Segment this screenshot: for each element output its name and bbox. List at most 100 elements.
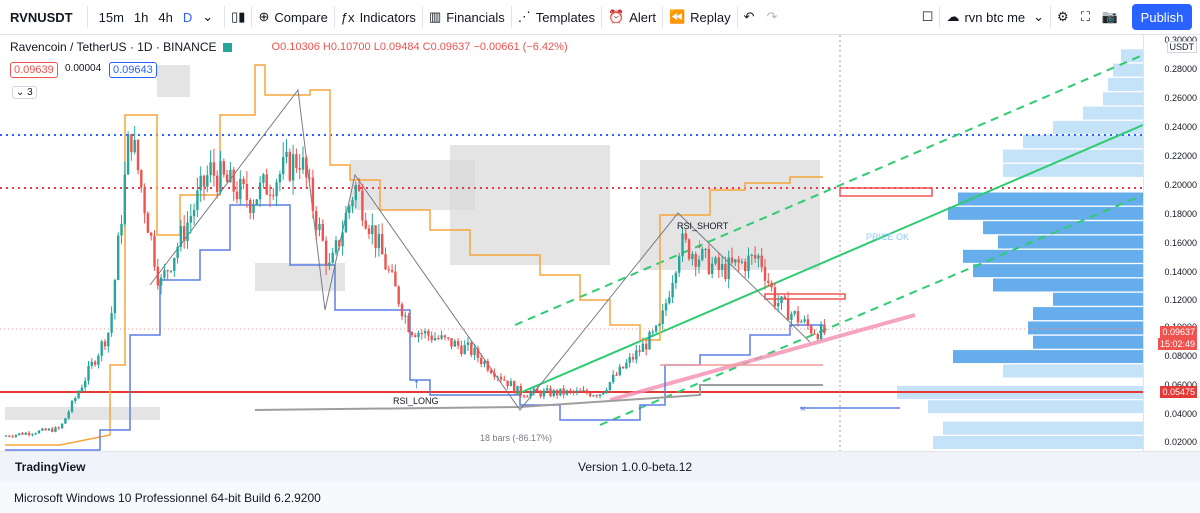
fullscreen-button[interactable]: ⛶ [1075,0,1096,34]
bid-price-box[interactable]: 0.09639 [10,62,58,78]
volume-profile-bar [1053,120,1143,134]
candle-body [780,296,783,304]
candle-body [120,223,123,236]
candle-body [318,224,321,230]
timeframe-group: 15m 1h 4h D ⌄ [88,0,225,34]
bars-range-label: 18 bars (-86.17%) [480,433,553,443]
candle-body [727,257,730,279]
settings-button[interactable]: ⚙ [1051,0,1075,34]
candle-body [348,206,351,213]
candle-body [786,298,790,320]
candle-body [202,175,206,187]
alert-button[interactable]: ⏰ Alert [602,0,662,34]
candle-body [156,266,159,286]
snapshot-button[interactable]: 📷 [1096,0,1124,34]
ask-price-box[interactable]: 0.09643 [109,62,157,78]
timeframe-15m[interactable]: 15m [98,9,124,25]
candle-body [585,390,588,394]
candle-body [37,430,41,434]
candle-body [219,161,222,192]
candle-body [648,332,651,350]
financials-button[interactable]: ▥ Financials [423,0,511,34]
divider [224,6,226,28]
candle-body [562,388,565,395]
timeframe-1h[interactable]: 1h [133,9,149,25]
candle-body [645,343,648,350]
short-arrow-icon: ↓ [696,235,703,251]
candle-body [559,388,562,396]
currency-label[interactable]: USDT [1166,41,1197,53]
shaded-zone [255,263,345,291]
candle-body [753,254,757,259]
open-value: O0.10306 [271,41,320,53]
templates-button[interactable]: ⋰ Templates [512,0,601,34]
redo-button[interactable]: ↷ [761,0,784,34]
chart-pane[interactable]: ↑ ↓ × Ravencoin / TetherUS · 1D · BINANCE … [0,35,1200,451]
candle-body [8,435,11,437]
candle-body [282,157,285,175]
candle-body [364,220,367,229]
undo-button[interactable]: ↶ [738,0,761,34]
chart-type-button[interactable]: ▯▮ [225,0,251,34]
candle-body [443,335,447,338]
layout-toggle-button[interactable]: ☐ [916,0,940,34]
timeframe-4h[interactable]: 4h [158,9,173,25]
candle-body [14,434,18,437]
candle-body [602,392,605,395]
rsi-long-label: RSI_LONG [393,396,439,406]
candle-body [720,264,724,271]
candle-body [44,428,47,431]
candle-body [681,233,684,257]
candle-body [565,390,569,395]
candle-body [430,335,433,341]
rewind-icon: ⏪ [668,9,686,24]
volume-profile-bar [1003,364,1143,378]
candle-body [176,246,179,258]
divider [421,6,423,28]
orange-step-line [5,64,823,446]
indicators-label: Indicators [359,9,416,25]
candle-body [427,330,430,336]
candle-body [555,390,559,396]
candle-body [793,311,796,314]
fullscreen-icon: ⛶ [1080,9,1090,24]
candle-body [678,256,681,273]
candle-body [74,398,77,401]
indicators-count: 3 [27,87,33,98]
compare-button[interactable]: ⊕ Compare [252,0,333,34]
timeframe-d[interactable]: D [182,9,193,25]
replay-label: Replay [690,9,731,25]
candle-body [27,432,31,435]
indicators-button[interactable]: ƒx Indicators [335,0,422,34]
candle-body [714,257,717,264]
candle-body [635,350,638,360]
candle-body [730,257,734,263]
layout-name-button[interactable]: ☁ rvn btc me ⌄ [940,0,1050,34]
candle-body [150,232,153,236]
price-axis[interactable]: 0.30000 USDT 0.28000 0.26000 0.24000 0.2… [1143,35,1200,451]
candle-body [608,382,612,390]
symbol-search[interactable]: RVNUSDT [0,0,87,34]
blue-step-line [5,204,823,451]
publish-button[interactable]: Publish [1132,4,1192,30]
candle-body [301,157,305,170]
volume-profile-bar [993,278,1143,292]
candle-body [70,400,74,412]
divider [736,6,738,28]
replay-button[interactable]: ⏪ Replay [663,0,737,34]
indicators-collapse-button[interactable]: ⌄ 3 [12,86,37,99]
price-chart[interactable]: ↑ ↓ × [0,35,1200,451]
candle-body [661,310,664,324]
compare-label: Compare [274,9,328,25]
axis-tick: 0.24000 [1164,122,1197,132]
volume-profile-bar [1033,335,1143,349]
volume-profile-bar [958,192,1143,206]
chevron-down-icon[interactable]: ⌄ [202,9,214,24]
templates-icon: ⋰ [517,9,531,24]
candle-body [400,304,404,317]
camera-icon: 📷 [1101,9,1118,24]
candle-body [315,211,318,230]
axis-tick: 0.16000 [1164,238,1197,248]
axis-tick: 0.18000 [1164,209,1197,219]
axis-tick: 0.28000 [1164,64,1197,74]
